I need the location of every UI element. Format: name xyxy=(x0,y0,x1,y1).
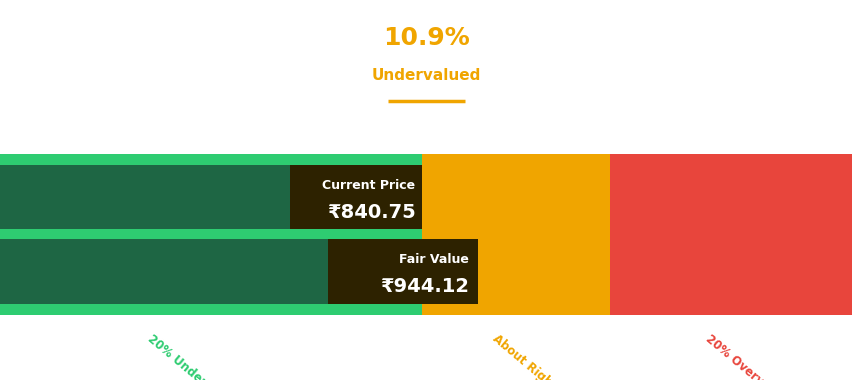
Text: ₹944.12: ₹944.12 xyxy=(380,277,469,296)
Text: About Right: About Right xyxy=(490,332,558,380)
Text: Undervalued: Undervalued xyxy=(371,68,481,84)
Text: 20% Undervalued: 20% Undervalued xyxy=(145,332,243,380)
FancyBboxPatch shape xyxy=(328,239,477,304)
FancyBboxPatch shape xyxy=(290,165,422,229)
Text: ₹840.75: ₹840.75 xyxy=(326,203,415,222)
Bar xyxy=(422,154,477,315)
Bar xyxy=(609,154,852,315)
Text: 10.9%: 10.9% xyxy=(383,26,469,50)
Bar xyxy=(0,165,422,229)
Bar xyxy=(0,154,422,315)
Text: Fair Value: Fair Value xyxy=(399,253,469,266)
Bar xyxy=(477,154,609,315)
Text: 20% Overvalued: 20% Overvalued xyxy=(702,332,793,380)
Bar xyxy=(0,239,477,304)
Text: Current Price: Current Price xyxy=(322,179,415,192)
